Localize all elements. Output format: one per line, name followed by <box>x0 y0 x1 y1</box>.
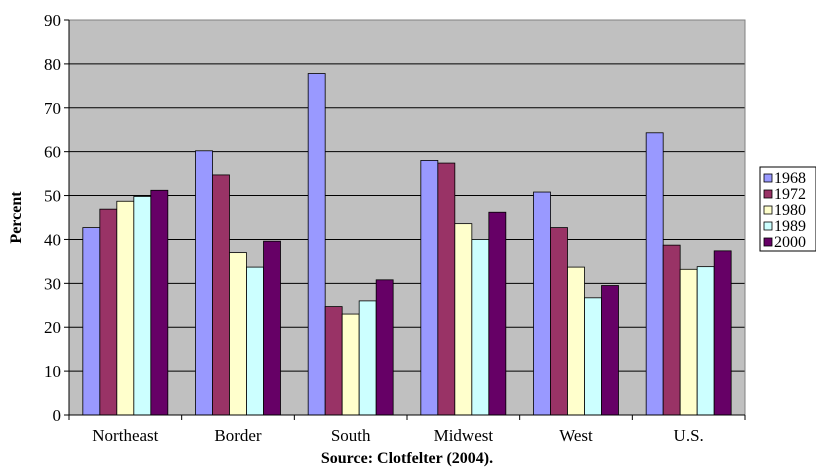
legend-swatch <box>763 237 773 247</box>
bar-1968-u-s- <box>645 132 664 416</box>
bar-1989-midwest <box>471 239 490 416</box>
bars <box>82 73 732 416</box>
bar-1989-northeast <box>133 196 152 416</box>
bar-1968-border <box>195 150 213 416</box>
bar-1972-border <box>212 174 230 416</box>
bar-1972-south <box>324 306 343 416</box>
y-tick-label: 20 <box>44 318 61 337</box>
legend-label: 1980 <box>774 202 806 219</box>
x-tick-label: South <box>331 426 371 445</box>
x-tick-label: Midwest <box>434 426 494 445</box>
bar-1972-midwest <box>437 162 456 416</box>
bar-2000-border <box>263 240 281 416</box>
bar-1980-u-s- <box>679 268 698 416</box>
legend-swatch <box>763 221 773 231</box>
y-axis-title: Percent <box>8 191 25 244</box>
legend-label: 1989 <box>774 218 806 235</box>
bar-1980-midwest <box>454 223 473 416</box>
y-tick-label: 50 <box>44 187 61 206</box>
bar-1968-south <box>307 73 326 416</box>
y-tick-label: 30 <box>44 274 61 293</box>
y-tick-label: 60 <box>44 143 61 162</box>
x-tick-label: West <box>559 426 593 445</box>
bar-2000-midwest <box>488 211 507 416</box>
bar-1968-midwest <box>420 160 439 416</box>
legend-swatch <box>763 205 773 215</box>
bar-1972-northeast <box>99 208 118 416</box>
y-tick-label: 0 <box>53 406 62 425</box>
bar-1980-west <box>567 266 585 416</box>
legend-label: 2000 <box>774 234 806 251</box>
x-tick-label: Border <box>214 426 262 445</box>
bar-2000-u-s- <box>713 250 732 416</box>
y-tick-label: 40 <box>44 230 61 249</box>
y-tick-labels: 0 10 20 30 40 50 60 70 80 90 <box>44 11 69 425</box>
bar-1968-west <box>533 191 551 416</box>
x-tick-label: Northeast <box>92 426 158 445</box>
x-axis-title: Source: Clotfelter (2004). <box>321 450 493 467</box>
x-tick-labels: Northeast Border South Midwest West U.S. <box>68 415 746 445</box>
plot-area <box>69 20 745 415</box>
bar-1980-northeast <box>116 200 135 416</box>
bar-1980-south <box>341 313 360 416</box>
bar-1972-west <box>550 227 568 416</box>
bar-1989-south <box>358 300 377 416</box>
bar-1972-u-s- <box>662 244 681 416</box>
y-tick-label: 10 <box>44 362 61 381</box>
bar-1989-west <box>584 297 602 416</box>
bar-1968-northeast <box>82 227 101 416</box>
legend-label: 1968 <box>774 170 806 187</box>
bar-2000-west <box>601 285 619 416</box>
legend-swatch <box>763 173 773 183</box>
bar-1989-border <box>246 266 264 416</box>
bar-2000-northeast <box>150 189 169 416</box>
y-tick-label: 80 <box>44 55 61 74</box>
x-tick-label: U.S. <box>674 426 704 445</box>
bar-1980-border <box>229 252 247 416</box>
y-tick-label: 90 <box>44 11 61 30</box>
bar-1989-u-s- <box>696 266 715 416</box>
bar-2000-south <box>375 279 394 416</box>
legend-label: 1972 <box>774 186 806 203</box>
y-tick-label: 70 <box>44 99 61 118</box>
legend-swatch <box>763 189 773 199</box>
